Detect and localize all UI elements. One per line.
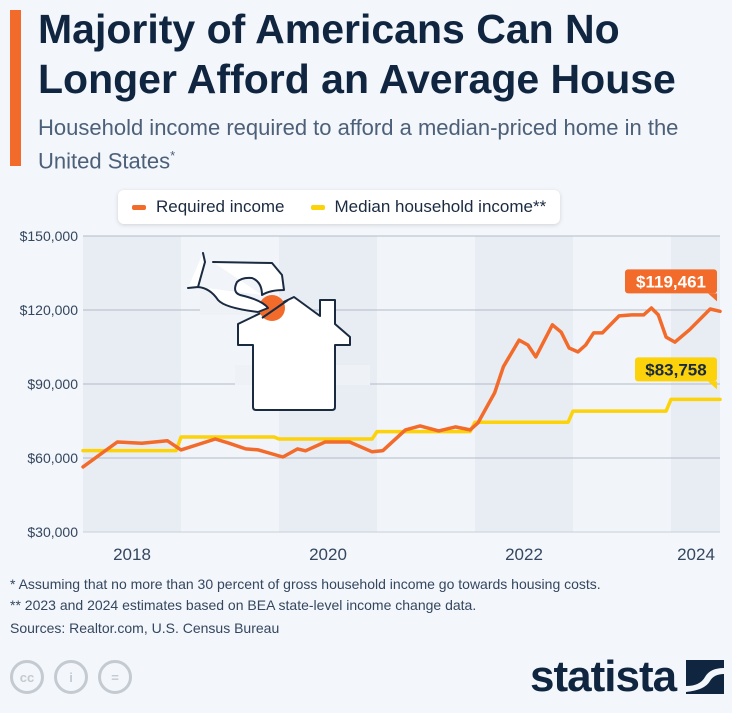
end-label-box: [625, 269, 717, 294]
page-subtitle: Household income required to afford a me…: [38, 114, 728, 175]
footnote-1: * Assuming that no more than 30 percent …: [10, 576, 601, 592]
legend-swatch-yellow: [310, 204, 325, 210]
coin-slot: [261, 299, 289, 319]
y-tick-label: $90,000: [27, 376, 78, 392]
end-label-required-income: $119,461: [625, 269, 717, 302]
page-title: Majority of Americans Can No Longer Affo…: [38, 6, 676, 102]
y-tick-label: $60,000: [27, 450, 78, 466]
creative-commons-icon[interactable]: cc: [10, 660, 44, 694]
end-labels: $83,758 $119,461: [625, 269, 717, 390]
house-icon: [237, 296, 351, 411]
footnotes: * Assuming that no more than 30 percent …: [10, 574, 601, 616]
subtitle-footnote-mark: *: [170, 148, 176, 163]
license-icons: cc i =: [10, 660, 132, 694]
end-label-median-income: $83,758: [635, 357, 717, 390]
x-tick-label: 2024: [677, 545, 715, 564]
title-accent-bar: [10, 10, 21, 166]
logo-text: statista: [530, 652, 677, 701]
gridlines: [83, 235, 720, 533]
attribution-icon[interactable]: i: [54, 660, 88, 694]
x-tick-label: 2018: [113, 545, 151, 564]
statista-logo-icon: [686, 660, 725, 694]
series-line-median-income: [81, 397, 722, 453]
subtitle-text: Household income required to afford a me…: [38, 115, 679, 174]
end-label-pointer: [708, 293, 717, 302]
hand-house-coin-illustration: [187, 252, 370, 411]
line-chart: $30,000 $60,000 $90,000 $120,000 $150,000 201…: [20, 228, 722, 564]
legend-label: Median household income**: [334, 197, 547, 216]
legend-item-required-income: Required income: [132, 197, 285, 217]
chart-legend: Required income Median household income*…: [118, 190, 561, 224]
end-label-pointer: [708, 381, 717, 390]
statista-logo[interactable]: statista: [530, 652, 725, 701]
y-tick-label: $120,000: [20, 302, 79, 318]
footnote-2: ** 2023 and 2024 estimates based on BEA …: [10, 597, 477, 613]
series-line-required-income: [81, 306, 722, 469]
y-tick-label: $30,000: [27, 524, 78, 540]
end-label-text: $119,461: [636, 272, 706, 291]
series-lines: [81, 306, 722, 469]
sources: Sources: Realtor.com, U.S. Census Bureau: [10, 620, 280, 636]
end-label-text: $83,758: [645, 360, 706, 379]
legend-label: Required income: [156, 197, 285, 216]
no-derivatives-icon[interactable]: =: [98, 660, 132, 694]
y-tick-label: $150,000: [20, 228, 79, 244]
x-tick-label: 2022: [505, 545, 543, 564]
legend-swatch-orange: [132, 204, 146, 210]
x-tick-label: 2020: [309, 545, 347, 564]
end-label-box: [635, 357, 717, 382]
hand-icon: [187, 252, 285, 313]
axes: $30,000 $60,000 $90,000 $120,000 $150,000 201…: [20, 228, 715, 564]
legend-item-median-income: Median household income**: [310, 197, 547, 217]
